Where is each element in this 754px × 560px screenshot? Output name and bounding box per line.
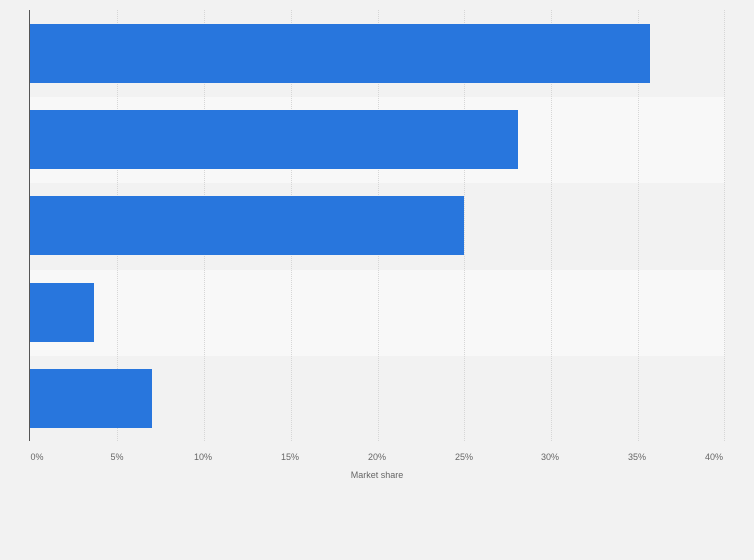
y-axis-line (29, 10, 30, 441)
bar[interactable] (30, 196, 465, 255)
bar[interactable] (30, 369, 152, 428)
x-tick-label: 5% (110, 452, 124, 462)
gridline (551, 10, 553, 441)
plot-area (30, 10, 725, 441)
gridline (464, 10, 466, 441)
gridline (638, 10, 640, 441)
x-tick-label: 35% (627, 452, 647, 462)
x-tick-label: 20% (367, 452, 387, 462)
bar[interactable] (30, 283, 95, 342)
gridline (724, 10, 725, 441)
x-tick-label: 25% (454, 452, 474, 462)
x-tick-label: 40% (704, 452, 724, 462)
x-tick-label: 10% (193, 452, 213, 462)
x-axis-title: Market share (350, 470, 404, 480)
x-tick-label: 0% (30, 452, 44, 462)
x-tick-label: 30% (540, 452, 560, 462)
bar[interactable] (30, 24, 651, 83)
x-tick-label: 15% (280, 452, 300, 462)
bar[interactable] (30, 110, 519, 169)
